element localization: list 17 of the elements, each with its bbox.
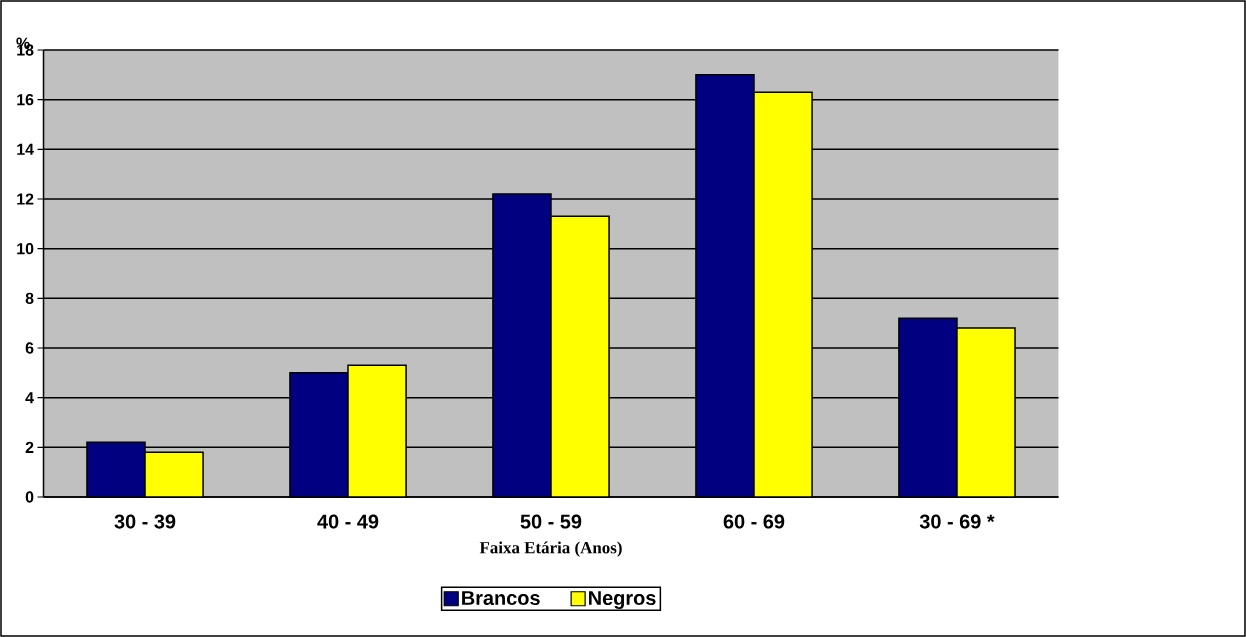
x-axis-title: Faixa Etária (Anos): [479, 541, 622, 557]
legend-label: Brancos: [462, 591, 540, 606]
y-tick-label: 2: [25, 441, 34, 453]
y-tick-label: 16: [17, 94, 34, 106]
legend-label: Negros: [589, 591, 656, 610]
y-tick-label: 10: [17, 243, 34, 255]
y-tick-label: 0: [25, 491, 34, 503]
y-tick-label: 6: [25, 342, 34, 354]
y-tick-label: 12: [17, 193, 34, 205]
x-tick-label: 30 - 69 *: [919, 514, 995, 529]
x-tick-label: 30 - 39: [114, 514, 176, 529]
x-tick-label: 60 - 69: [723, 514, 785, 529]
y-tick-label: 4: [25, 392, 34, 404]
y-tick-label: 14: [17, 143, 34, 155]
x-tick-label: 50 - 59: [520, 514, 582, 529]
y-tick-label: 8: [25, 292, 34, 304]
x-tick-label: 40 - 49: [317, 514, 379, 529]
